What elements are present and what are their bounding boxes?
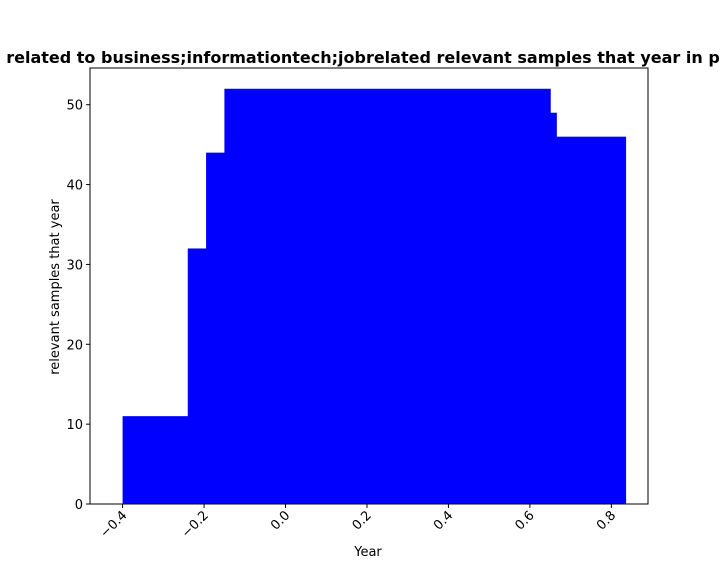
x-tick-label: −0.4: [97, 508, 130, 541]
bars-group: [122, 88, 627, 504]
y-axis-label: relevant samples that year: [48, 199, 63, 375]
y-tick-label: 30: [66, 258, 83, 273]
y-axis: 0 10 20 30 40 50: [66, 99, 90, 513]
plot-frame: [89, 67, 649, 505]
x-axis-label: Year: [353, 545, 382, 560]
y-tick-label: 10: [66, 418, 83, 433]
y-tick-label: 20: [66, 338, 83, 353]
bar-2: [206, 152, 225, 504]
x-tick-label: 0.4: [431, 508, 456, 533]
x-tick-label: 0.8: [594, 508, 619, 533]
x-tick-label: −0.2: [179, 508, 212, 541]
bar-0: [122, 416, 189, 504]
bar-5: [556, 136, 627, 504]
y-tick-label: 0: [75, 498, 83, 513]
chart-title: related to business;informationtech;jobr…: [6, 48, 720, 67]
x-axis: −0.4 −0.2 0.0 0.2 0.4 0.6 0.8: [97, 504, 619, 541]
y-tick-label: 50: [66, 99, 83, 114]
bar-4: [550, 112, 557, 504]
y-tick-label: 40: [66, 179, 83, 194]
x-tick-label: 0.6: [512, 508, 537, 533]
x-tick-label: 0.0: [268, 508, 293, 533]
bar-3: [224, 88, 551, 504]
bar-1: [187, 248, 207, 504]
x-tick-label: 0.2: [350, 508, 375, 533]
